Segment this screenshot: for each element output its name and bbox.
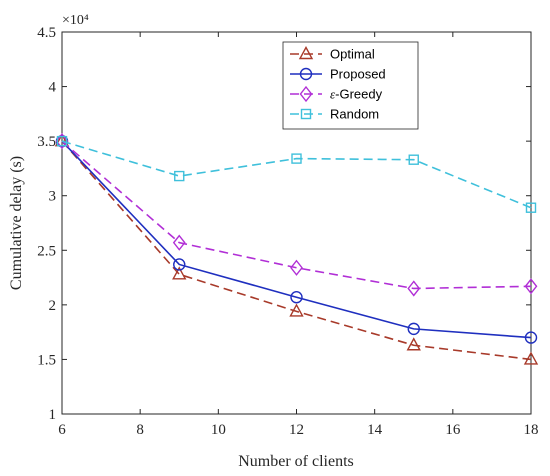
y-tick-label: 3.5 — [37, 134, 56, 150]
series-line — [61, 140, 532, 209]
legend-entry: Random — [290, 107, 379, 122]
data-point-marker — [174, 170, 185, 182]
x-axis-title: Number of clients — [238, 453, 354, 470]
data-point-marker — [289, 303, 304, 317]
series-line — [61, 140, 532, 339]
data-point-marker — [407, 280, 421, 297]
data-point-marker — [524, 331, 538, 344]
legend-marker — [300, 108, 312, 120]
x-tick-label: 14 — [367, 422, 383, 438]
y-tick-label: 2 — [49, 298, 57, 314]
series-1 — [55, 134, 538, 344]
x-axis-ticks: 6 8 10 12 14 16 18 — [58, 32, 539, 438]
series-2 — [55, 133, 538, 297]
x-tick-label: 8 — [136, 422, 144, 438]
data-point-marker — [523, 351, 539, 365]
data-point-marker — [56, 135, 68, 147]
data-point-marker — [172, 234, 186, 251]
data-point-marker — [173, 258, 186, 271]
legend-label: Random — [330, 107, 379, 122]
series-0 — [54, 133, 539, 365]
x-tick-label: 10 — [211, 422, 226, 438]
y-tick-label: 3 — [49, 189, 57, 205]
data-point-marker — [290, 259, 303, 276]
legend-label: Optimal — [330, 47, 375, 62]
y-tick-label: 2.5 — [37, 243, 56, 259]
y-tick-label: 1 — [49, 407, 57, 423]
data-point-marker — [290, 291, 303, 304]
y-axis-ticks: 1 1.5 2 2.5 3 3.5 4 4.5 — [37, 25, 531, 423]
series-line — [61, 140, 532, 290]
y-tick-label: 4.5 — [37, 25, 56, 41]
series-layer — [54, 133, 539, 365]
series-3 — [56, 135, 537, 213]
legend-marker — [299, 85, 313, 103]
series-line — [61, 140, 532, 361]
y-exponent-label: ×10⁴ — [62, 13, 89, 28]
legend-entry: Proposed — [290, 67, 386, 82]
x-tick-label: 12 — [289, 422, 304, 438]
data-point-marker — [524, 278, 538, 295]
data-point-marker — [407, 322, 420, 336]
x-tick-label: 6 — [58, 422, 66, 438]
legend-entry: Optimal — [290, 46, 375, 62]
y-tick-label: 4 — [49, 80, 57, 96]
y-axis-title: Cumulative delay (s) — [8, 156, 25, 290]
x-tick-label: 18 — [524, 422, 539, 438]
data-point-marker — [406, 337, 421, 351]
data-point-marker — [55, 133, 69, 150]
legend-label: Proposed — [330, 67, 386, 82]
legend-entry: ε-Greedy — [290, 85, 383, 103]
y-tick-label: 1.5 — [37, 352, 56, 368]
x-tick-label: 16 — [445, 422, 461, 438]
data-point-marker — [172, 266, 187, 280]
legend-label: ε-Greedy — [330, 87, 383, 102]
legend: Optimal Proposed ε-Greedy Random — [282, 41, 419, 130]
legend-marker — [298, 46, 314, 60]
data-point-marker — [525, 202, 537, 213]
data-point-marker — [408, 154, 419, 165]
data-point-marker — [291, 153, 302, 164]
legend-marker — [299, 67, 313, 81]
